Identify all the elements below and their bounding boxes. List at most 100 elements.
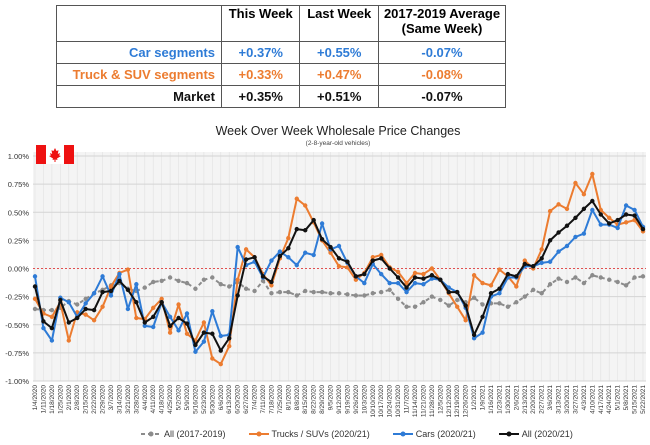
data-point [100,304,105,309]
y-tick-label: -0.50% [5,321,29,330]
data-point [379,271,384,277]
x-tick-label: 4/4/2020 [142,385,149,411]
data-point [176,315,181,321]
data-point [607,277,612,282]
x-tick-label: 9/19/2020 [344,385,351,414]
data-point [184,280,190,286]
data-point [471,295,477,300]
x-tick-label: 10/17/2020 [378,385,385,418]
legend-swatch-icon [498,431,519,437]
x-tick-label: 5/30/2020 [209,385,216,414]
series-group [32,171,646,367]
y-tick-label: 0.25% [8,236,30,245]
legend-item[interactable]: Trucks / SUVs (2020/21) [248,429,370,439]
data-point [235,244,240,250]
x-tick-label: 3/27/2021 [572,385,579,414]
data-point [319,221,325,226]
x-tick-label: 9/12/2020 [336,385,343,414]
data-point [294,226,299,232]
data-point [41,325,46,331]
data-point [66,320,71,325]
data-point [514,274,519,279]
legend-swatch-icon [392,431,413,437]
x-tick-label: 10/24/2020 [387,385,394,418]
x-tick-label: 3/6/2021 [547,385,554,411]
series-trucks-suvs-2020-21- [32,171,646,367]
data-point [66,300,71,305]
x-tick-label: 7/4/2020 [252,385,259,411]
x-tick-label: 2/29/2020 [100,385,107,414]
data-point [522,294,527,299]
data-point [446,303,451,308]
data-point [531,287,536,293]
x-tick-label: 2/1/2020 [66,385,73,411]
data-point [404,289,409,295]
vertical-grid [34,152,644,381]
data-point [353,277,359,282]
data-point [480,330,485,335]
data-point [108,293,114,298]
x-tick-label: 4/10/2021 [589,385,596,414]
x-tick-label: 5/2/2020 [176,385,183,411]
data-point [243,247,249,252]
data-point [590,171,595,177]
data-point [294,262,299,268]
data-point [176,302,181,307]
data-point [83,296,88,302]
y-tick-label: 0.75% [8,180,30,189]
data-point [260,278,266,284]
data-point [328,250,333,255]
data-point [210,331,215,336]
legend-item[interactable]: Cars (2020/21) [392,429,476,439]
data-point [539,260,544,266]
data-point [269,279,274,285]
data-point [590,198,595,204]
data-point [370,258,375,263]
data-point [210,356,215,361]
data-point [218,333,223,339]
x-tick-label: 4/18/2020 [159,385,166,414]
x-tick-label: 4/3/2021 [581,385,588,411]
data-point [421,282,426,287]
row-label: Truck & SUV segments [56,63,222,86]
data-point [607,215,612,221]
last-week-value: +0.55% [299,41,379,64]
legend-swatch-icon [248,431,269,437]
legend-item[interactable]: All (2020/21) [498,429,573,439]
data-point [395,269,401,275]
x-tick-label: 4/24/2021 [606,385,613,414]
data-point [303,250,308,255]
data-point [362,280,367,286]
data-point [488,283,494,288]
data-point [269,283,274,288]
data-point [412,280,418,286]
legend-item[interactable]: All (2017-2019) [140,429,226,439]
header-last-week: Last Week [299,5,379,42]
data-point [269,291,274,296]
x-tick-label: 1/9/2021 [480,385,487,411]
x-tick-label: 2/22/2020 [91,385,98,414]
data-point [49,314,55,320]
data-point [471,336,477,341]
x-tick-label: 10/10/2020 [370,385,377,418]
data-point [395,280,401,286]
line-chart: Week Over Week Wholesale Price Changes (… [0,115,650,427]
data-point [58,297,63,303]
x-tick-label: 6/27/2020 [243,385,250,414]
data-point [395,275,401,280]
data-point [176,328,181,333]
x-tick-label: 9/5/2020 [328,385,335,411]
data-point [311,217,316,223]
data-point [184,331,190,336]
data-point [514,300,519,305]
data-point [142,320,147,325]
x-tick-label: 8/29/2020 [319,385,326,414]
x-tick-label: 1/30/2021 [505,385,512,414]
data-point [488,291,494,296]
data-point [455,297,460,303]
y-tick-label: -0.25% [5,293,29,302]
this-week-value: +0.35% [220,85,301,108]
data-point [345,259,350,264]
data-point [32,296,38,302]
last-week-value: +0.47% [299,63,379,86]
